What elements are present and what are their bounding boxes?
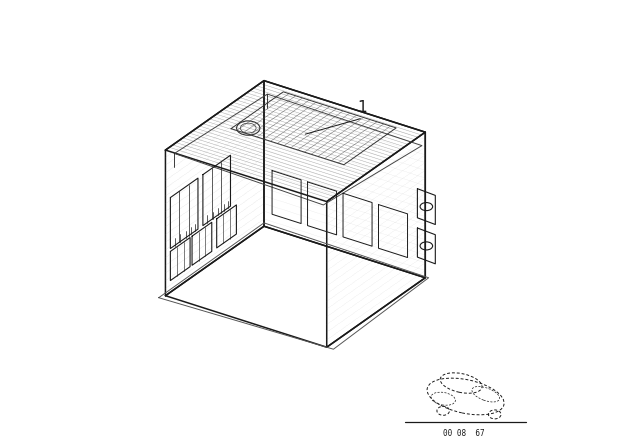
- Text: 00 08  67: 00 08 67: [442, 429, 484, 438]
- Text: 1: 1: [358, 100, 367, 115]
